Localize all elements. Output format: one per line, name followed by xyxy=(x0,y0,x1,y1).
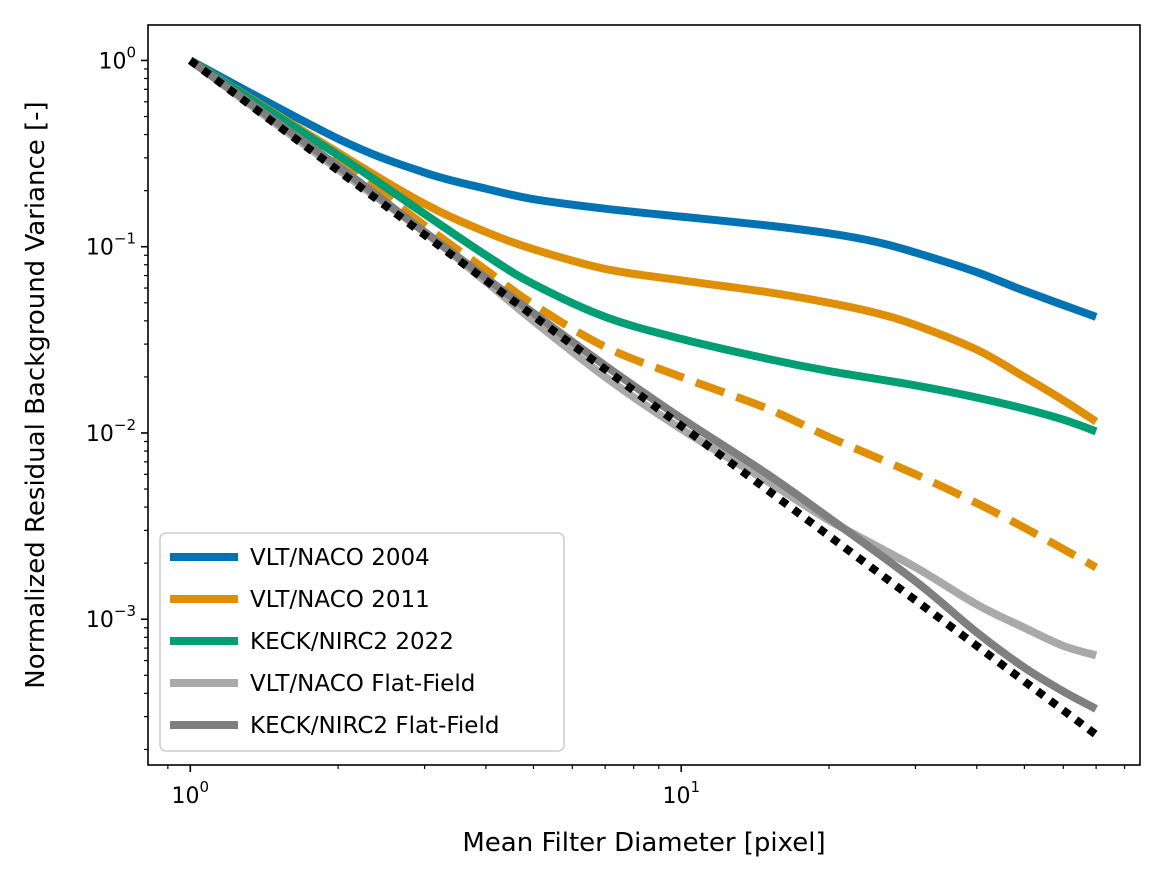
plot-frame xyxy=(147,24,1141,766)
y-tick-label: 10−1 xyxy=(86,230,136,261)
legend-label-keck-nirc2-2022: KECK/NIRC2 2022 xyxy=(250,629,454,655)
y-tick-label: 10−3 xyxy=(86,602,136,633)
legend-label-vlt-naco-2004: VLT/NACO 2004 xyxy=(250,545,430,571)
legend-entries: VLT/NACO 2004 VLT/NACO 2011 KECK/NIRC2 202… xyxy=(170,545,499,739)
series-line-vlt-naco-2011-dashed xyxy=(188,57,1099,571)
x-tick-label: 100 xyxy=(172,778,210,809)
series-line-keck-nirc2-flat-field xyxy=(187,57,1098,713)
series-layer xyxy=(187,56,1099,738)
x-tick-label: 101 xyxy=(662,778,700,809)
series-line-vlt-naco-2004 xyxy=(188,56,1098,321)
y-axis-title: Normalized Residual Background Variance … xyxy=(21,101,51,688)
legend-label-vlt-naco-flat-field: VLT/NACO Flat-Field xyxy=(250,671,475,697)
legend-label-vlt-naco-2011: VLT/NACO 2011 xyxy=(250,587,430,613)
series-line-vlt-naco-2011 xyxy=(188,57,1099,426)
legend-label-keck-nirc2-flat-field: KECK/NIRC2 Flat-Field xyxy=(250,713,499,739)
x-axis-title: Mean Filter Diameter [pixel] xyxy=(462,828,825,858)
series-line-keck-nirc2-2022 xyxy=(188,57,1098,436)
series-line-reference-dotted xyxy=(187,57,1099,738)
y-tick-label: 100 xyxy=(98,43,136,74)
y-tick-label: 10−2 xyxy=(86,416,136,447)
legend-box xyxy=(159,532,565,752)
legend: VLT/NACO 2004 VLT/NACO 2011 KECK/NIRC2 202… xyxy=(159,532,565,752)
